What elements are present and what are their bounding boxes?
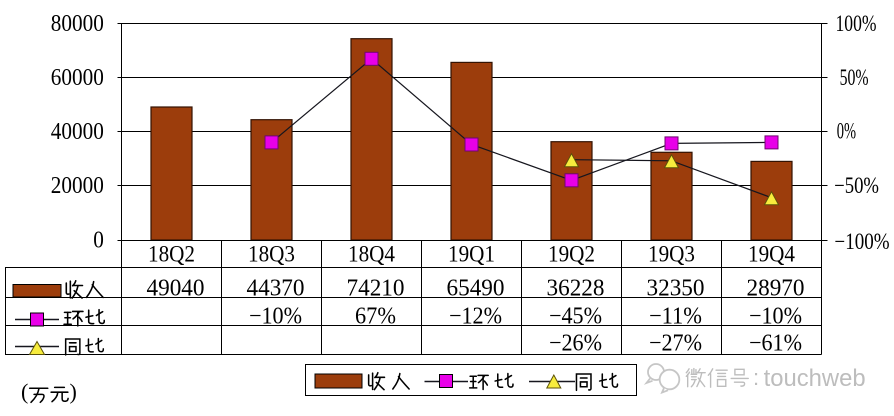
svg-text:28970: 28970: [747, 275, 805, 301]
svg-text:−12%: −12%: [449, 303, 502, 329]
svg-text:−10%: −10%: [249, 303, 302, 329]
svg-text:36228: 36228: [547, 275, 605, 301]
svg-text:100%: 100%: [836, 11, 877, 36]
svg-text:18Q4: 18Q4: [348, 242, 395, 267]
svg-text:0: 0: [93, 228, 104, 254]
svg-text:74210: 74210: [347, 275, 405, 301]
svg-text:19Q1: 19Q1: [448, 242, 495, 267]
svg-text:18Q2: 18Q2: [148, 242, 195, 267]
svg-text::: :: [753, 365, 759, 390]
svg-text:−45%: −45%: [549, 303, 602, 329]
svg-text:60000: 60000: [51, 65, 104, 91]
svg-text:0%: 0%: [837, 119, 856, 144]
svg-text:19Q4: 19Q4: [748, 242, 795, 267]
svg-text:20000: 20000: [51, 173, 104, 199]
svg-text:67%: 67%: [355, 303, 396, 329]
svg-text:−11%: −11%: [649, 303, 702, 329]
svg-text:19Q2: 19Q2: [548, 242, 595, 267]
svg-text:19Q3: 19Q3: [648, 242, 695, 267]
svg-text:44370: 44370: [247, 275, 305, 301]
svg-text:18Q3: 18Q3: [248, 242, 295, 267]
svg-text:80000: 80000: [51, 11, 104, 37]
svg-text:−27%: −27%: [649, 331, 702, 357]
svg-text:32350: 32350: [647, 275, 705, 301]
svg-text:49040: 49040: [147, 275, 205, 301]
svg-text:40000: 40000: [51, 119, 104, 145]
svg-text:65490: 65490: [447, 275, 505, 301]
svg-text:−50%: −50%: [834, 173, 879, 198]
svg-text:touchweb: touchweb: [764, 365, 866, 392]
svg-text:−100%: −100%: [835, 229, 890, 254]
svg-text:−26%: −26%: [549, 331, 602, 357]
svg-text:(: (: [21, 379, 28, 404]
svg-text:−61%: −61%: [749, 331, 802, 357]
svg-text:): ): [70, 379, 77, 404]
svg-text:50%: 50%: [840, 65, 869, 90]
svg-text:−10%: −10%: [749, 303, 802, 329]
